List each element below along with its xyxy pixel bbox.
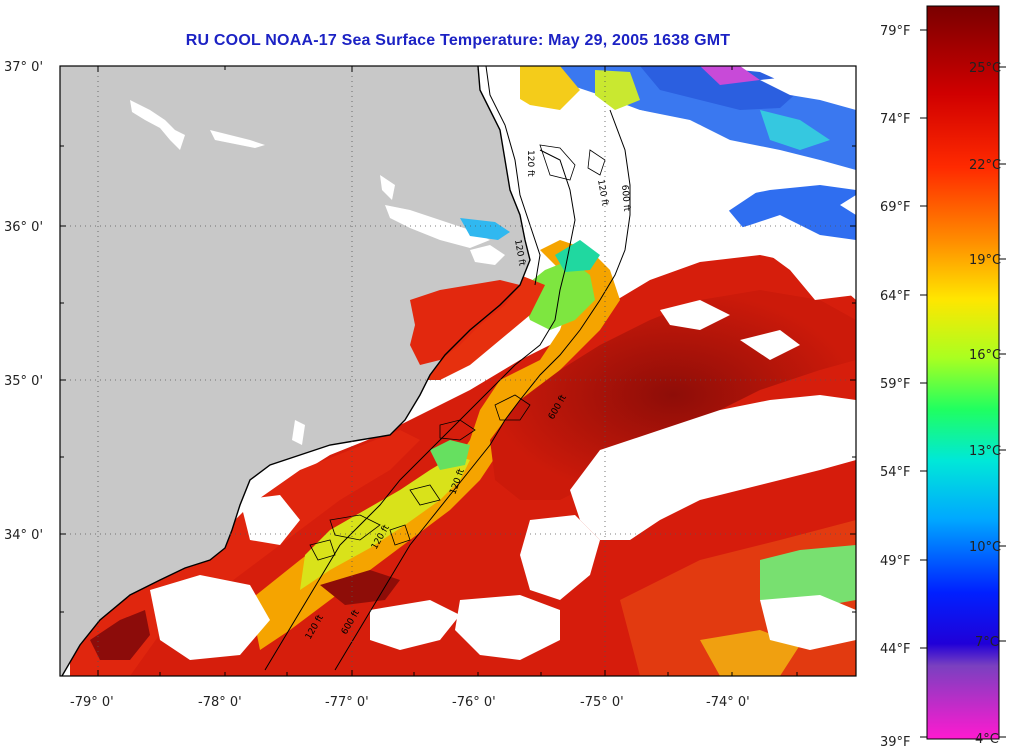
colorbar-label-f: 79°F [880,24,911,39]
isobath-label: 120 ft [595,179,610,207]
colorbar-label-f: 49°F [880,554,911,569]
colorbar-label-c: 7°C [975,635,999,650]
colorbar-label-f: 54°F [880,465,911,480]
graticule [60,66,856,676]
lat-label: 35° 0' [4,374,43,389]
colorbar-label-f: 74°F [880,112,911,127]
lat-label: 37° 0' [4,60,43,75]
lon-label: -74° 0' [706,695,750,710]
colorbar-label-f: 69°F [880,200,911,215]
lon-label: -78° 0' [198,695,242,710]
colorbar-label-c: 22°C [969,158,1001,173]
colorbar-label-f: 44°F [880,642,911,657]
isobath-label: 600 ft [619,184,631,212]
map-title: RU COOL NOAA-17 Sea Surface Temperature:… [185,32,731,49]
colorbar-label-c: 19°C [969,253,1001,268]
colorbar-label-f: 64°F [880,289,911,304]
colorbar-label-c: 25°C [969,61,1001,76]
plot-frame [59,65,857,677]
lon-label: -79° 0' [70,695,114,710]
lon-label: -75° 0' [580,695,624,710]
axis-ticks [60,65,856,676]
colorbar-ticks [920,29,1006,738]
colorbar [926,5,1000,740]
colorbar-label-c: 4°C [975,732,999,747]
lon-label: -76° 0' [452,695,496,710]
colorbar-label-c: 10°C [969,540,1001,555]
colorbar-label-c: 16°C [969,348,1001,363]
lat-label: 34° 0' [4,528,43,543]
lat-label: 36° 0' [4,220,43,235]
isobath-label: 120 ft [525,150,535,177]
colorbar-label-f: 39°F [880,735,911,750]
isobath-label: 120 ft [512,239,527,267]
lon-label: -77° 0' [325,695,369,710]
colorbar-label-c: 13°C [969,444,1001,459]
sst-field: 120 ft 120 ft 600 ft 120 ft 600 ft 120 f… [60,66,856,676]
colorbar-label-f: 59°F [880,377,911,392]
